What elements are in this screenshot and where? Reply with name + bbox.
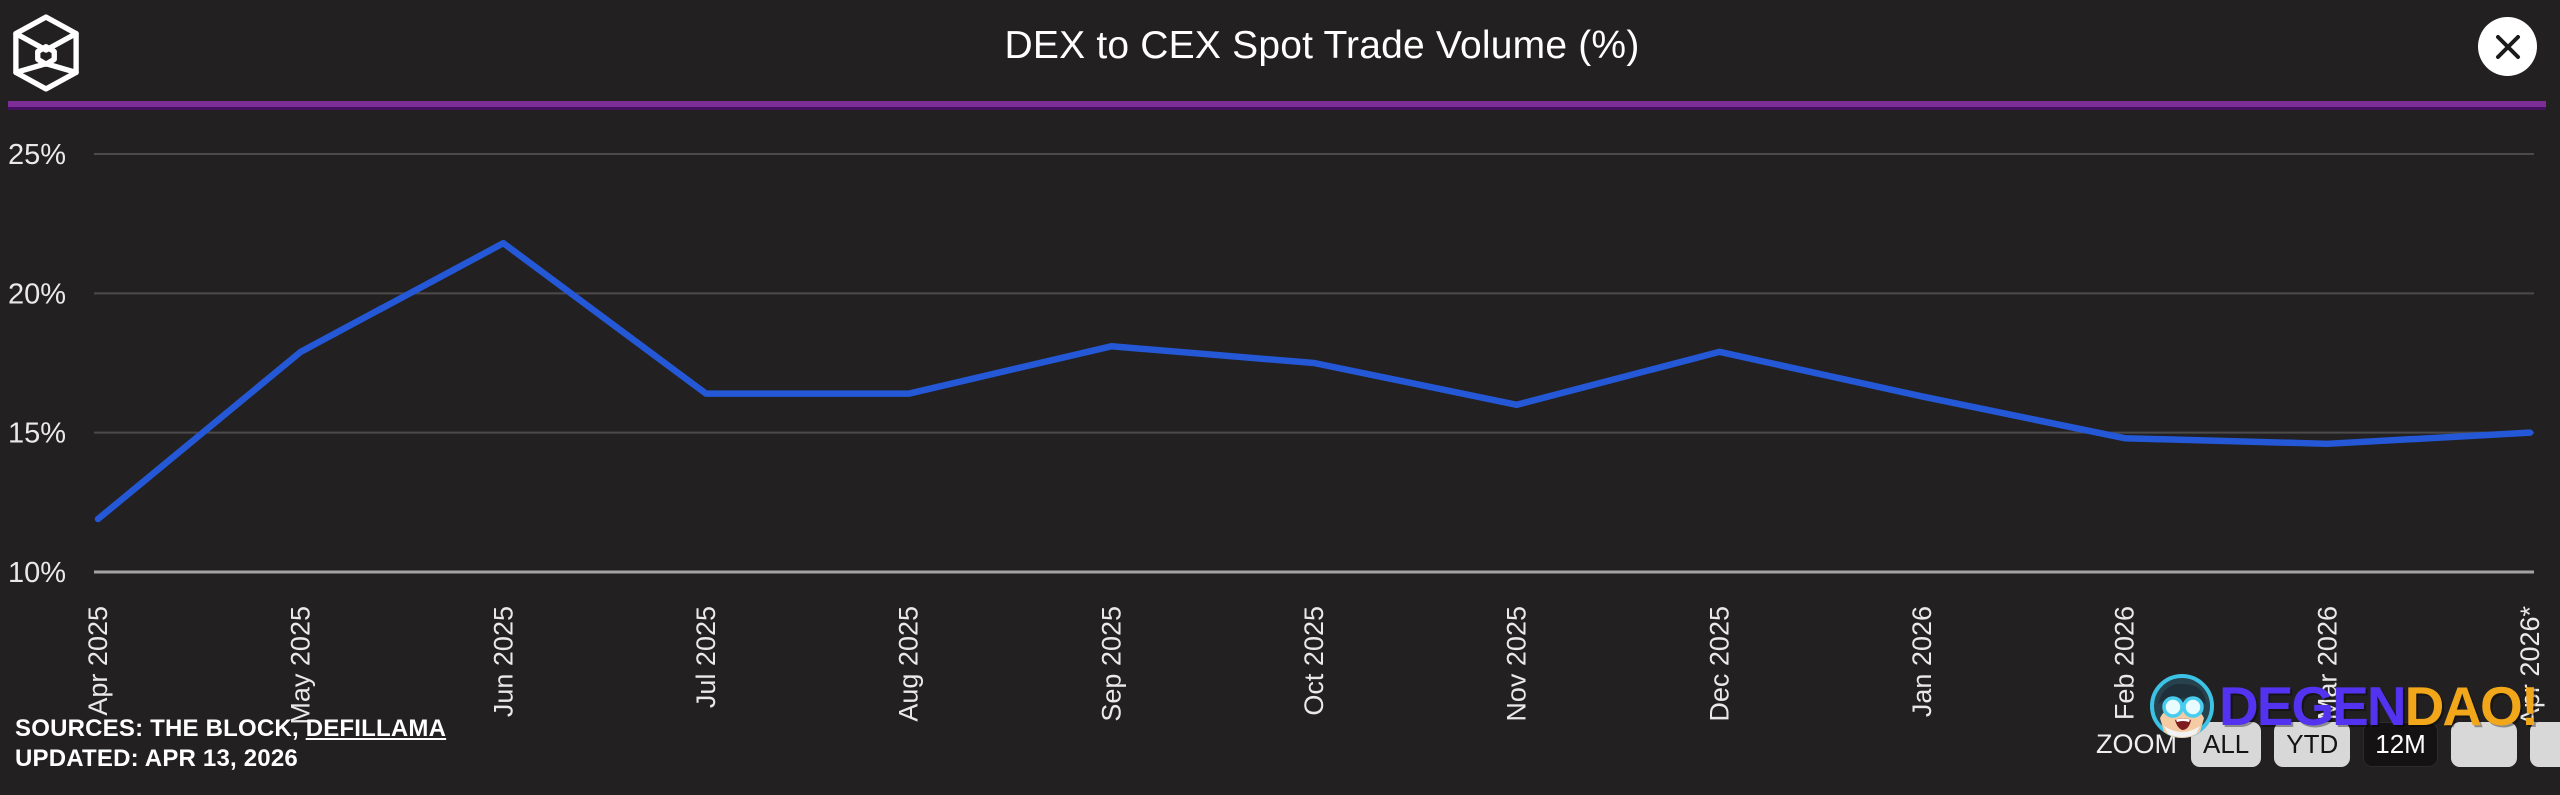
x-axis-label-sep-2025: Sep 2025	[1096, 606, 1126, 722]
y-axis-label-25: 25%	[8, 139, 66, 171]
y-axis-label-10: 10%	[8, 557, 66, 589]
zoom-label: ZOOM	[2096, 729, 2177, 759]
x-axis-label-jan-2026: Jan 2026	[1907, 606, 1937, 717]
x-axis-label-mar-2026: Mar 2026	[2312, 606, 2342, 720]
x-axis-label-dec-2025: Dec 2025	[1704, 606, 1734, 722]
x-axis-label-apr-2026-: Apr 2026*	[2515, 606, 2545, 727]
header-divider	[8, 101, 2546, 107]
x-axis-label-oct-2025: Oct 2025	[1299, 606, 1329, 716]
zoom-button-ytd[interactable]: YTD	[2274, 722, 2351, 767]
page-title: DEX to CEX Spot Trade Volume (%)	[1004, 24, 1640, 67]
y-axis-label-20: 20%	[8, 278, 66, 310]
x-axis-label-jul-2025: Jul 2025	[691, 606, 721, 708]
updated-text: UPDATED: APR 13, 2026	[15, 745, 298, 772]
x-axis-label-jun-2025: Jun 2025	[488, 606, 518, 717]
zoom-button-blank-2[interactable]	[2529, 722, 2560, 767]
zoom-controls: ZOOM ALL YTD 12M	[2096, 722, 2560, 767]
zoom-button-all[interactable]: ALL	[2191, 722, 2262, 767]
zoom-button-12m[interactable]: 12M	[2363, 722, 2438, 767]
close-icon	[2495, 34, 2520, 59]
x-axis-label-may-2025: May 2025	[286, 606, 316, 725]
x-axis-label-feb-2026: Feb 2026	[2110, 606, 2140, 720]
defillama-link[interactable]: DEFILLAMA	[305, 715, 447, 742]
zoom-button-blank-1[interactable]	[2450, 722, 2517, 767]
x-axis-label-aug-2025: Aug 2025	[894, 606, 924, 722]
sources-text: SOURCES: THE BLOCK,	[15, 715, 306, 742]
close-button[interactable]	[2478, 17, 2537, 76]
dex-cex-volume-line	[94, 239, 2534, 523]
the-block-logo-icon	[13, 14, 79, 92]
y-axis-label-15: 15%	[8, 418, 66, 450]
sources-line: SOURCES: THE BLOCK, DEFILLAMA	[15, 714, 446, 744]
x-axis-label-apr-2025: Apr 2025	[83, 606, 113, 716]
x-axis-label-nov-2025: Nov 2025	[1502, 606, 1532, 722]
sources-block: SOURCES: THE BLOCK, DEFILLAMA UPDATED: A…	[15, 714, 446, 774]
